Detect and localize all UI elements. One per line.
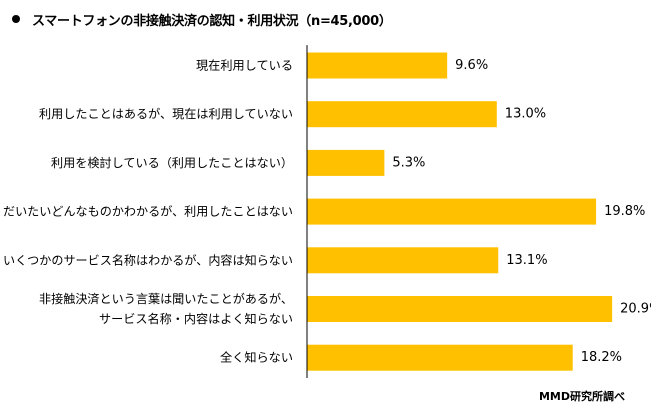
- value-labels-layer: 9.6% 13.0% 5.3% 19.8% 13.1% 20.9% 18.2%: [392, 58, 651, 365]
- bar-5: [307, 247, 499, 274]
- category-label-2: 利用したことはあるが、現在は利用していない: [39, 106, 293, 121]
- value-label-7: 18.2%: [581, 350, 622, 365]
- category-label-6-line-1: 非接触決済という言葉は聞いたことがあるが、: [39, 291, 293, 306]
- category-label-1: 現在利用している: [196, 59, 293, 73]
- bullet-icon: [12, 15, 20, 23]
- bars-layer: [307, 52, 613, 371]
- bar-1: [307, 52, 448, 79]
- bar-6: [307, 296, 613, 322]
- category-label-5: いくつかのサービス名称はわかるが、内容は知らない: [3, 252, 293, 267]
- value-label-6: 20.9%: [620, 302, 651, 317]
- bar-4: [307, 198, 597, 225]
- chart-title-row: スマートフォンの非接触決済の認知・利用状況（n=45,000）: [12, 8, 392, 30]
- value-label-2: 13.0%: [505, 107, 546, 122]
- category-label-3: 利用を検討している（利用したことはない）: [51, 155, 293, 170]
- value-label-5: 13.1%: [506, 253, 547, 268]
- bar-3: [307, 149, 385, 176]
- value-label-3: 5.3%: [392, 155, 425, 170]
- bar-7: [307, 344, 573, 371]
- value-label-1: 9.6%: [455, 58, 488, 73]
- bar-2: [307, 101, 497, 128]
- chart-title: スマートフォンの非接触決済の認知・利用状況（n=45,000）: [32, 13, 392, 29]
- category-label-6-line-2: サービス名称・内容はよく知らない: [99, 311, 293, 326]
- category-labels-layer: 現在利用している利用したことはあるが、現在は利用していない利用を検討している（利…: [3, 59, 293, 365]
- category-label-4: だいたいどんなものかわかるが、利用したことはない: [3, 204, 293, 219]
- value-label-4: 19.8%: [604, 204, 645, 219]
- source-note: MMD研究所調べ: [538, 390, 625, 403]
- category-label-7: 全く知らない: [220, 350, 293, 365]
